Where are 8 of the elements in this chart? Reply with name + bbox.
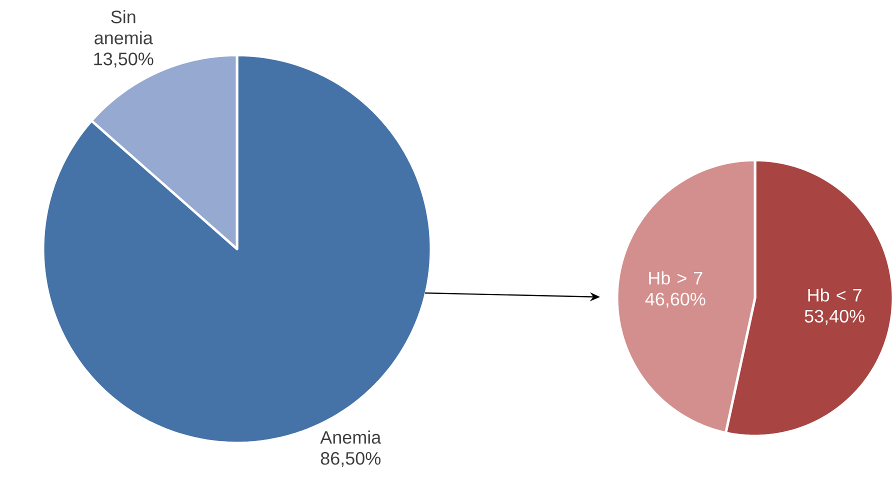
data-label: 86,50% — [320, 452, 381, 467]
slice-label: Sin anemia — [94, 10, 153, 44]
data-label: 13,50% — [94, 52, 154, 68]
slice-label: Hb < 7 — [808, 288, 862, 302]
data-label: 53,40% — [804, 310, 864, 325]
slice-label: Anemia — [320, 430, 382, 444]
slice-label: Hb > 7 — [649, 271, 702, 285]
data-label: 46,60% — [645, 292, 706, 308]
